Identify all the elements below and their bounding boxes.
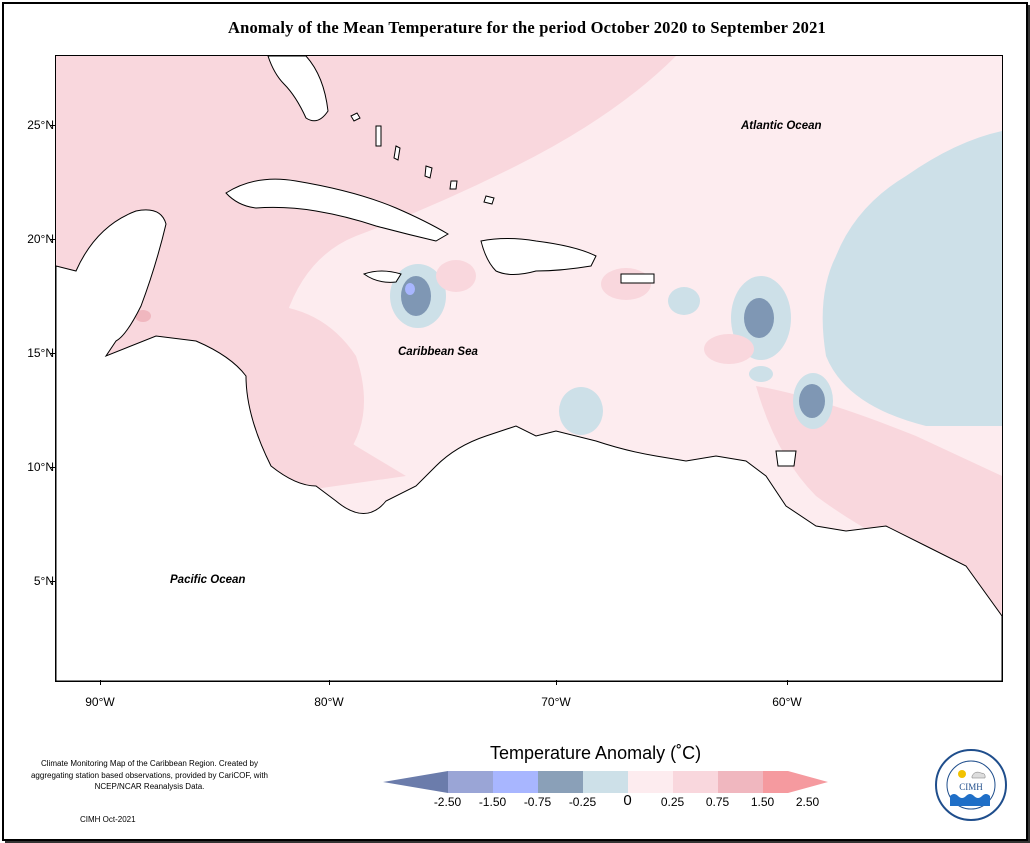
lat-tick-mark xyxy=(50,125,55,126)
legend-tick-label: -2.50 xyxy=(433,795,462,809)
lat-tick-mark xyxy=(50,239,55,240)
legend-tick-label: 0 xyxy=(623,792,632,809)
map-canvas xyxy=(56,56,1002,681)
anomaly-map: Atlantic Ocean Caribbean Sea Pacific Oce… xyxy=(55,55,1003,682)
mainland-central-south-america xyxy=(56,209,1002,681)
legend-swatch xyxy=(538,771,584,793)
trinidad xyxy=(775,450,797,467)
lon-tick-label: 90°W xyxy=(85,695,115,709)
lat-tick-mark xyxy=(50,353,55,354)
puerto-rico xyxy=(620,273,655,284)
lon-tick-label: 60°W xyxy=(772,695,802,709)
lat-tick-label: 10°N xyxy=(27,460,54,474)
land-masses xyxy=(56,56,1002,681)
waves-icon xyxy=(950,794,990,806)
cloud-icon xyxy=(971,771,986,779)
warm-anomaly-zone xyxy=(236,304,364,456)
lon-tick-mark xyxy=(100,680,101,685)
legend-tick-label: -0.75 xyxy=(523,795,552,809)
lon-tick-label: 70°W xyxy=(541,695,571,709)
lat-tick-label: 25°N xyxy=(27,118,54,132)
warm-anomaly-zone xyxy=(601,268,651,300)
cool-anomaly-zone xyxy=(749,366,773,382)
legend-swatch xyxy=(763,771,828,793)
legend-swatch xyxy=(718,771,764,793)
legend-tick-label: 0.25 xyxy=(660,795,685,809)
legend-title: Temperature Anomaly (˚C) xyxy=(490,743,702,763)
cool-anomaly-core xyxy=(799,384,825,418)
warm-anomaly-zone xyxy=(436,260,476,292)
legend-tick-label: 1.50 xyxy=(750,795,775,809)
cool-anomaly-zone xyxy=(668,287,700,315)
atlantic-ocean-label: Atlantic Ocean xyxy=(741,120,822,132)
lat-tick-mark xyxy=(50,467,55,468)
lon-tick-label: 80°W xyxy=(314,695,344,709)
legend-swatch xyxy=(583,771,629,793)
lat-tick-label: 15°N xyxy=(27,346,54,360)
lat-tick-label: 20°N xyxy=(27,232,54,246)
florida xyxy=(267,56,329,122)
cuba xyxy=(225,178,449,242)
legend-tick-label: -1.50 xyxy=(478,795,507,809)
warm-anomaly-zone xyxy=(704,334,754,364)
jamaica xyxy=(362,270,402,283)
warm-anomaly-core xyxy=(135,310,151,322)
cool-anomaly-zone xyxy=(822,131,1002,426)
caribbean-sea-label: Caribbean Sea xyxy=(398,346,478,358)
lat-tick-label: 5°N xyxy=(33,574,54,588)
legend-swatch xyxy=(628,771,674,793)
legend-swatch xyxy=(448,771,494,793)
hispaniola xyxy=(480,238,597,275)
cool-anomaly-core xyxy=(405,283,415,295)
logo-name: CIMH xyxy=(959,782,983,792)
legend-tick-label: 2.50 xyxy=(795,795,820,809)
lon-tick-mark xyxy=(556,680,557,685)
map-footnote: Climate Monitoring Map of the Caribbean … xyxy=(30,759,269,791)
legend-swatch xyxy=(383,771,448,793)
lat-tick-mark xyxy=(50,581,55,582)
map-title: Anomaly of the Mean Temperature for the … xyxy=(227,18,827,37)
sun-icon xyxy=(958,770,966,778)
legend-colorbar xyxy=(383,771,828,793)
cool-anomaly-core xyxy=(744,298,774,338)
legend-tick-label: 0.75 xyxy=(705,795,730,809)
pacific-ocean-label: Pacific Ocean xyxy=(170,574,246,586)
lon-tick-mark xyxy=(787,680,788,685)
legend-tick-label: -0.25 xyxy=(568,795,597,809)
map-date: CIMH Oct-2021 xyxy=(80,815,136,824)
cool-anomaly-zone xyxy=(559,387,603,435)
cool-anomaly-core xyxy=(401,276,431,316)
legend-swatch xyxy=(673,771,719,793)
legend-swatch xyxy=(493,771,539,793)
cimh-logo: CIMH xyxy=(935,749,1007,821)
lon-tick-mark xyxy=(329,680,330,685)
bahamas xyxy=(350,112,495,205)
